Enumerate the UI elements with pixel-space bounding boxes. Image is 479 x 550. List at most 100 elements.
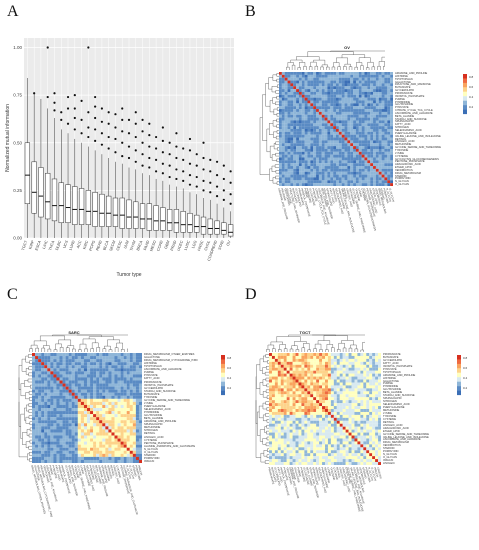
heatmap-cell [279,117,282,121]
heatmap-cell [381,120,385,124]
heatmap-cell [319,456,323,460]
heatmap-cell [38,371,42,375]
heatmap-cell [41,368,45,372]
heatmap-cell [327,114,331,118]
heatmap-cell [93,444,97,448]
heatmap-cell [333,91,337,95]
heatmap-cell [387,94,391,98]
heatmap-cell [135,432,139,436]
heatmap-cell [310,103,314,107]
heatmap-cell [350,111,354,115]
heatmap-cell [387,140,391,144]
heatmap-cell [330,450,334,454]
heatmap-cell [333,94,337,98]
heatmap-cell [361,103,365,107]
heatmap-cell [319,388,323,392]
heatmap-cell [390,86,393,90]
heatmap-cell [126,450,130,454]
heatmap-cell [366,432,370,436]
heatmap-cell [304,353,308,356]
heatmap-cell [120,365,124,369]
heatmap-cell [102,371,106,375]
outlier-point [80,132,83,135]
heatmap-cell [330,72,334,75]
heatmap-cell [364,134,368,138]
heatmap-cell [333,106,337,110]
heatmap-cell [390,126,393,130]
heatmap-cell [47,368,51,372]
heatmap-cell [357,391,361,395]
heatmap-cell [355,106,359,110]
heatmap-cell [372,414,376,418]
heatmap-cell [93,359,97,363]
heatmap-cell [322,358,326,362]
heatmap-cell [350,94,354,98]
heatmap-cell [366,376,370,380]
heatmap-cell [304,358,308,362]
heatmap-cell [327,406,331,410]
heatmap-cell [96,398,100,402]
heatmap-cell [295,358,299,362]
heatmap-cell [77,380,81,384]
heatmap-cell [279,77,282,81]
heatmap-cell [283,358,287,362]
heatmap-cell [336,151,339,155]
heatmap-cell [68,404,72,409]
heatmap-cell [269,373,272,377]
heatmap-cell [324,129,328,132]
heatmap-cell [363,441,367,445]
heatmap-cell [338,77,342,81]
heatmap-cell [135,362,139,366]
heatmap-cell [290,154,294,158]
heatmap-cell [53,441,57,445]
heatmap-cell [114,365,118,369]
heatmap-cell [307,137,311,141]
heatmap-cell [65,386,69,390]
heatmap-cell [384,126,388,130]
heatmap-cell [310,94,314,98]
heatmap-cell [370,131,374,135]
outlier-point [141,130,144,133]
heatmap-cell [281,86,285,90]
heatmap-cell [290,114,294,118]
heatmap-cell [295,391,299,395]
heatmap-cell [114,450,118,454]
heatmap-cell [71,432,75,436]
heatmap-cell [283,450,287,454]
heatmap-cell [102,386,106,390]
heatmap-cell [65,459,69,463]
heatmap-cell [269,394,272,398]
heatmap-cell [384,123,388,127]
outlier-point [175,145,178,148]
heatmap-cell [342,361,346,365]
heatmap-cell [338,166,342,169]
heatmap-cell [375,394,379,398]
heatmap-cell [99,395,103,399]
heatmap-cell [330,370,334,374]
heatmap-cell [274,367,278,371]
heatmap-cell [369,444,373,448]
dendrogram-branch [267,360,269,364]
heatmap-cell [342,370,346,374]
heatmap-cell [108,447,112,451]
heatmap-cell [290,72,294,75]
heatmap-cell [373,151,376,155]
dendrogram-branch [67,345,75,349]
dendrogram-branch [362,342,365,350]
heatmap-cell [111,389,115,393]
heatmap-cell [284,174,288,178]
heatmap-cell [333,137,337,141]
heatmap-cell [348,361,352,365]
heatmap-cell [348,438,352,442]
box [221,222,227,235]
heatmap-cell [310,394,314,398]
heatmap-cell [271,385,275,389]
heatmap-cell [313,382,317,386]
heatmap-cell [279,80,282,84]
heatmap-cell [301,403,305,407]
heatmap-cell [384,83,388,87]
heatmap-cell [373,97,376,101]
heatmap-cell [279,106,282,110]
heatmap-cell [62,365,66,369]
heatmap-cell [341,97,345,101]
